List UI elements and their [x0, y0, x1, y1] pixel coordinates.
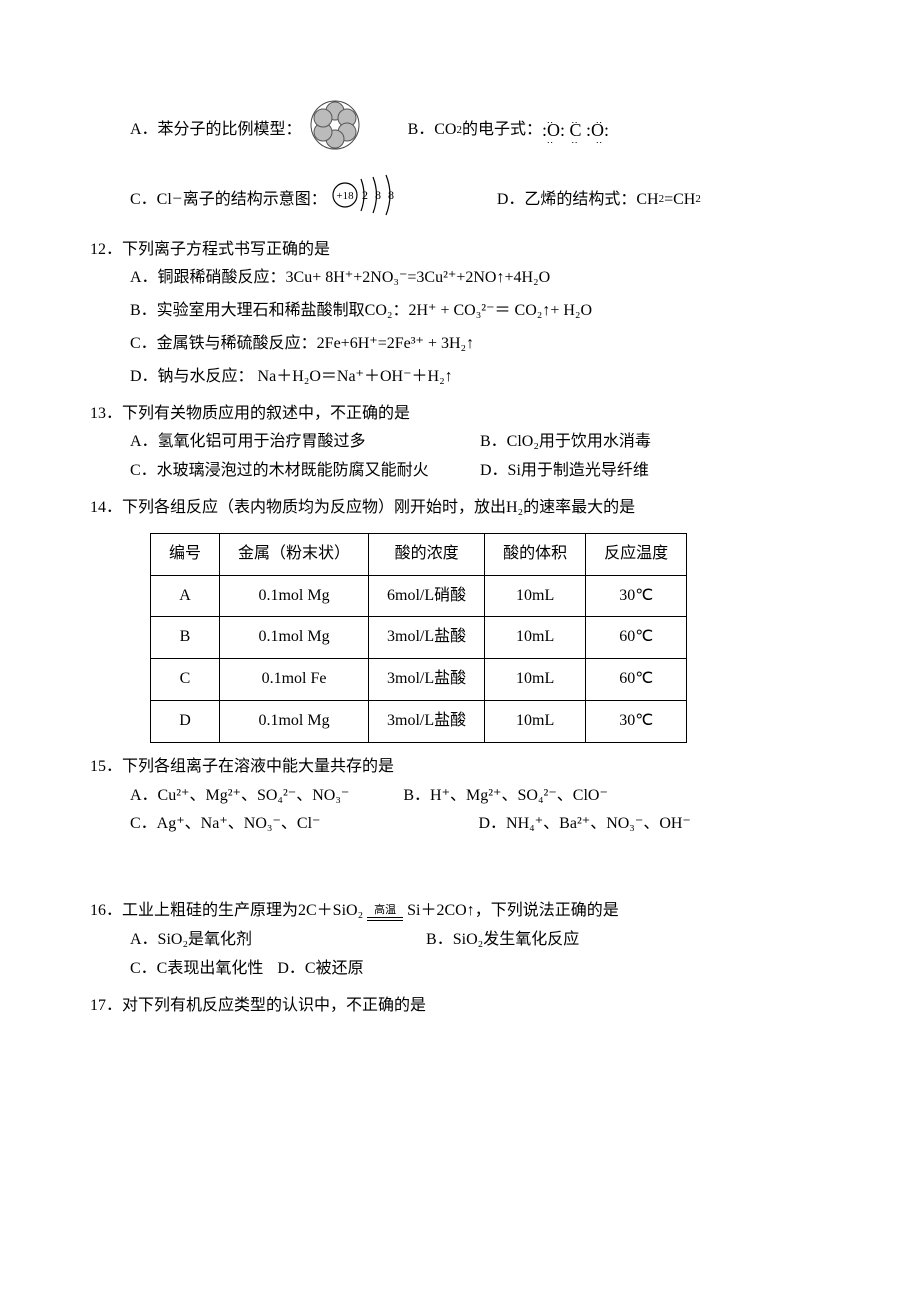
q16-stem-post: Si＋2CO↑，下列说法正确的是	[407, 902, 619, 919]
table-row: A 0.1mol Mg 6mol/L硝酸 10mL 30℃	[151, 575, 687, 617]
q13-stem: 13．下列有关物质应用的叙述中，不正确的是	[90, 400, 830, 429]
cell: 10mL	[485, 617, 586, 659]
q15-option-d: D．NH₄⁺、Ba²⁺、NO₃⁻、OH⁻	[478, 815, 690, 832]
condition-text: 高温	[374, 905, 396, 916]
cell: 0.1mol Mg	[220, 700, 369, 742]
th-0: 编号	[151, 533, 220, 575]
option-d-tail: =CH	[664, 186, 695, 215]
cell: 3mol/L盐酸	[369, 617, 485, 659]
benzene-model-icon	[310, 100, 360, 161]
cell: 30℃	[586, 575, 687, 617]
q15-option-b: B．H⁺、Mg²⁺、SO₄²⁻、ClO⁻	[403, 782, 608, 811]
svg-text:8: 8	[388, 188, 394, 202]
q13-option-d: D．Si用于制造光导纤维	[480, 457, 830, 486]
cell: C	[151, 659, 220, 701]
th-1: 金属（粉末状）	[220, 533, 369, 575]
cell: D	[151, 700, 220, 742]
svg-text:2: 2	[362, 188, 368, 202]
q17-stem: 17．对下列有机反应类型的认识中，不正确的是	[90, 992, 830, 1021]
q15-stem: 15．下列各组离子在溶液中能大量共存的是	[90, 753, 830, 782]
cell: 60℃	[586, 617, 687, 659]
cell: 6mol/L硝酸	[369, 575, 485, 617]
cell: 0.1mol Mg	[220, 617, 369, 659]
co2-electron-formula: ‥:O‥ ‥: C :‥ ‥O:‥	[542, 117, 609, 144]
option-a-text: A．苯分子的比例模型：	[130, 116, 302, 145]
cell: B	[151, 617, 220, 659]
table-row: B 0.1mol Mg 3mol/L盐酸 10mL 60℃	[151, 617, 687, 659]
reaction-condition-icon: 高温	[367, 905, 403, 918]
q13-option-b: B．ClO₂用于饮用水消毒	[480, 428, 830, 457]
q13-option-c: C．水玻璃浸泡过的木材既能防腐又能耐火	[130, 457, 480, 486]
q12-stem: 12．下列离子方程式书写正确的是	[90, 236, 830, 265]
q16-stem-pre: 16．工业上粗硅的生产原理为2C＋SiO₂	[90, 902, 363, 919]
svg-text:+18: +18	[336, 190, 354, 202]
th-4: 反应温度	[586, 533, 687, 575]
option-b-prefix: B．CO	[408, 116, 457, 145]
cell: 10mL	[485, 575, 586, 617]
table-row: C 0.1mol Fe 3mol/L盐酸 10mL 60℃	[151, 659, 687, 701]
q16-option-a: A．SiO₂是氧化剂	[130, 926, 252, 955]
cell: A	[151, 575, 220, 617]
q16-option-b: B．SiO₂发生氧化反应	[426, 926, 579, 955]
cell: 0.1mol Fe	[220, 659, 369, 701]
sup-minus: －	[172, 190, 183, 210]
q16-option-c: C．C表现出氧化性	[130, 955, 263, 984]
option-b-mid: 的电子式：	[462, 116, 542, 145]
q16-option-d: D．C被还原	[277, 955, 363, 984]
svg-text:8: 8	[375, 188, 381, 202]
cell: 3mol/L盐酸	[369, 700, 485, 742]
q12-option-d: D．钠与水反应： Na＋H₂O＝Na⁺＋OH⁻＋H₂↑	[130, 363, 830, 392]
th-3: 酸的体积	[485, 533, 586, 575]
cell: 10mL	[485, 700, 586, 742]
q13-option-a: A．氢氧化铝可用于治疗胃酸过多	[130, 428, 480, 457]
cell: 30℃	[586, 700, 687, 742]
cell: 3mol/L盐酸	[369, 659, 485, 701]
q15-option-c: C．Ag⁺、Na⁺、NO₃⁻、Cl⁻	[130, 815, 320, 832]
table-row: D 0.1mol Mg 3mol/L盐酸 10mL 30℃	[151, 700, 687, 742]
q12-option-a: A．铜跟稀硝酸反应：3Cu+ 8H⁺+2NO₃⁻=3Cu²⁺+2NO↑+4H₂O	[130, 264, 830, 293]
sub-2c: 2	[695, 190, 701, 210]
reaction-table: 编号 金属（粉末状） 酸的浓度 酸的体积 反应温度 A 0.1mol Mg 6m…	[150, 533, 687, 743]
cell: 60℃	[586, 659, 687, 701]
option-d-text: D．乙烯的结构式：CH	[497, 186, 659, 215]
q14-stem: 14．下列各组反应（表内物质均为反应物）刚开始时，放出H₂的速率最大的是	[90, 494, 830, 523]
q12-option-c: C．金属铁与稀硫酸反应：2Fe+6H⁺=2Fe³⁺ + 3H₂↑	[130, 330, 830, 359]
cl-ion-structure-icon: +18 2 8 8	[331, 173, 403, 228]
q15-option-a: A．Cu²⁺、Mg²⁺、SO₄²⁻、NO₃⁻	[130, 782, 349, 811]
cell: 0.1mol Mg	[220, 575, 369, 617]
cell: 10mL	[485, 659, 586, 701]
table-header-row: 编号 金属（粉末状） 酸的浓度 酸的体积 反应温度	[151, 533, 687, 575]
th-2: 酸的浓度	[369, 533, 485, 575]
option-c-prefix: C．Cl	[130, 186, 172, 215]
q12-option-b: B．实验室用大理石和稀盐酸制取CO₂：2H⁺ + CO₃²⁻＝ CO₂↑+ H₂…	[130, 297, 830, 326]
option-c-mid: 离子的结构示意图：	[183, 186, 327, 215]
